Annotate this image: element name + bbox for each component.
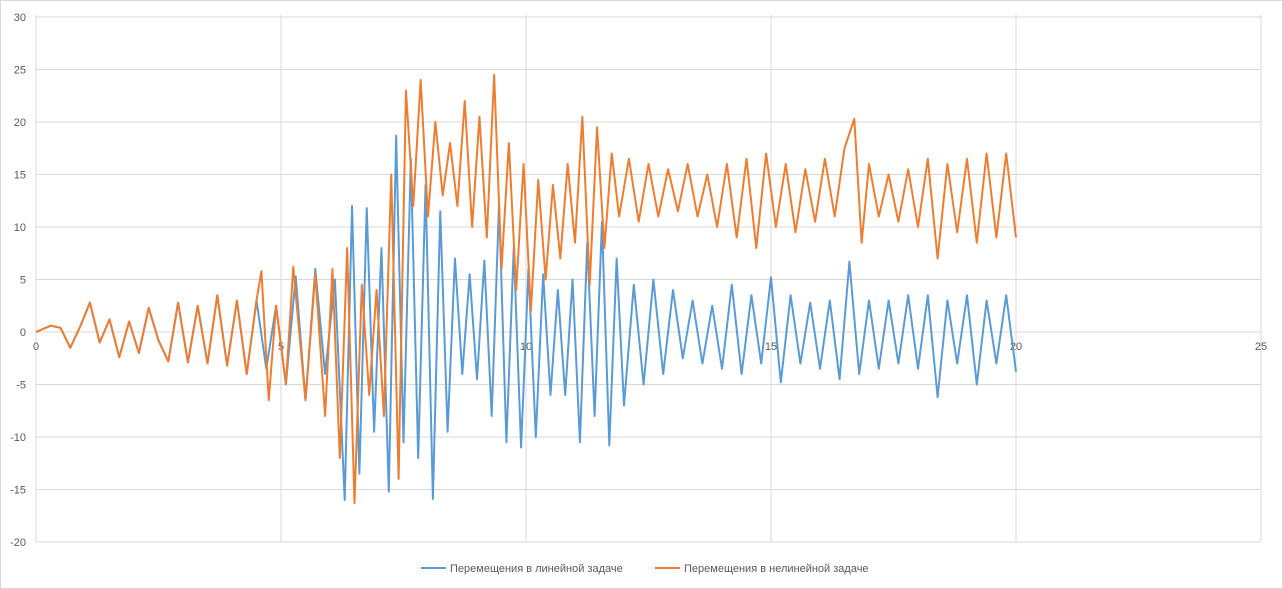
x-tick-label: 25: [1255, 341, 1267, 353]
legend-item-linear: Перемещения в линейной задаче: [421, 563, 623, 575]
y-tick-label: 20: [14, 117, 26, 129]
legend-label: Перемещения в нелинейной задаче: [684, 563, 869, 575]
y-tick-label: -15: [10, 485, 26, 497]
y-tick-label: -5: [16, 380, 26, 392]
grid-lines: [36, 15, 1262, 543]
y-tick-label: 15: [14, 170, 26, 182]
x-tick-labels: 0 5 10 15 20 25: [33, 341, 1267, 353]
x-tick-label: 0: [33, 341, 39, 353]
legend: Перемещения в линейной задаче Перемещения…: [421, 563, 869, 575]
y-tick-label: -10: [10, 432, 26, 444]
y-tick-label: 25: [14, 65, 26, 77]
y-tick-label: -20: [10, 537, 26, 549]
legend-label: Перемещения в линейной задаче: [450, 563, 623, 575]
y-tick-label: 5: [20, 275, 26, 287]
axis-lines: [35, 15, 1261, 542]
series-lines: [35, 73, 1017, 505]
x-tick-label: 15: [765, 341, 777, 353]
y-tick-label: 30: [14, 12, 26, 24]
y-tick-label: 10: [14, 222, 26, 234]
y-tick-label: 0: [20, 327, 26, 339]
series-line-nonlinear: [35, 73, 1017, 505]
y-tick-labels: -20 -15 -10 -5 0 5 10 15 20 25 30: [10, 12, 26, 549]
legend-item-nonlinear: Перемещения в нелинейной задаче: [655, 563, 869, 575]
